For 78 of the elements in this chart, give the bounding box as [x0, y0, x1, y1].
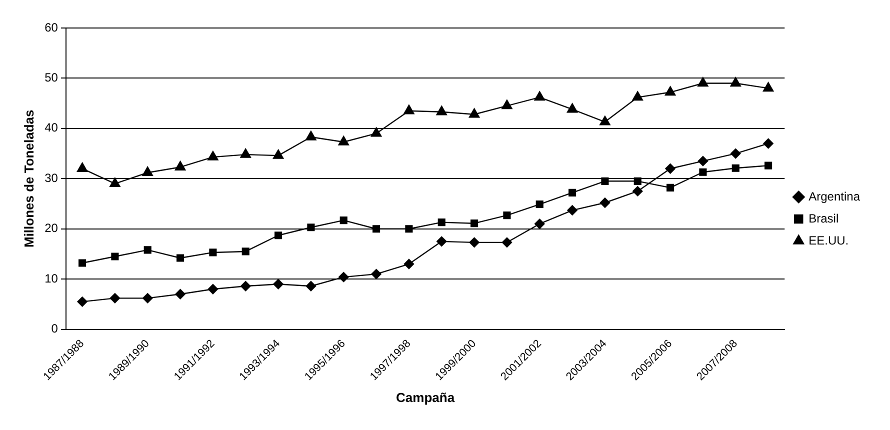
point: [272, 149, 284, 159]
point: [600, 198, 610, 208]
point: [438, 218, 446, 226]
point: [699, 168, 707, 176]
point: [338, 272, 349, 282]
point: [666, 184, 674, 192]
y-tick-label: 0: [51, 322, 58, 336]
point: [468, 108, 480, 118]
point: [503, 212, 511, 220]
y-tick-label: 40: [44, 120, 58, 135]
point: [436, 236, 447, 247]
legend-label: Brasil: [808, 211, 839, 226]
point: [698, 77, 708, 87]
point: [568, 188, 576, 196]
point: [469, 237, 480, 248]
point: [174, 161, 186, 170]
y-tick-label: 60: [44, 20, 58, 34]
point: [762, 82, 774, 92]
point: [600, 116, 610, 126]
point: [534, 91, 545, 101]
point: [730, 77, 741, 87]
point: [306, 130, 316, 140]
point: [536, 200, 544, 208]
y-tick-label: 50: [44, 70, 58, 85]
point: [306, 281, 316, 292]
point: [404, 258, 414, 270]
y-axis-title: Millones de Toneladas: [21, 110, 36, 248]
point: [144, 246, 152, 254]
point: [77, 296, 88, 307]
y-tick-label: 10: [44, 271, 58, 286]
point: [502, 237, 512, 248]
point: [634, 177, 642, 185]
point: [110, 178, 120, 188]
point: [340, 216, 348, 224]
point: [698, 156, 708, 166]
point: [567, 205, 578, 216]
legend-label: Argentina: [808, 189, 860, 204]
point: [436, 106, 447, 116]
point: [175, 289, 186, 300]
point: [632, 91, 643, 101]
point: [370, 127, 382, 137]
point: [664, 86, 676, 96]
point: [110, 293, 120, 304]
point: [405, 225, 413, 233]
point: [142, 166, 153, 176]
point: [665, 164, 676, 174]
point: [470, 220, 478, 228]
point: [601, 177, 609, 185]
point: [76, 162, 88, 172]
point: [274, 232, 282, 240]
point: [209, 248, 217, 256]
y-tick-label: 30: [44, 170, 58, 185]
legend-label: EE.UU.: [808, 233, 849, 248]
point: [240, 281, 251, 292]
point: [763, 138, 774, 149]
point: [732, 164, 740, 172]
point: [502, 100, 512, 110]
point: [372, 225, 380, 233]
point: [242, 248, 250, 256]
point: [371, 268, 382, 280]
point: [632, 186, 643, 196]
point: [78, 259, 86, 267]
point: [338, 136, 349, 146]
point: [208, 150, 218, 160]
point: [240, 148, 251, 158]
x-axis-title: Campaña: [396, 390, 456, 405]
point: [208, 284, 218, 294]
point: [534, 218, 545, 229]
point: [142, 293, 153, 304]
point: [566, 103, 578, 113]
y-tick-label: 20: [44, 221, 58, 236]
point: [111, 252, 119, 260]
point: [176, 254, 184, 262]
point: [764, 162, 772, 170]
point: [730, 148, 741, 159]
point: [307, 224, 315, 232]
point: [273, 279, 284, 290]
point: [404, 104, 414, 114]
